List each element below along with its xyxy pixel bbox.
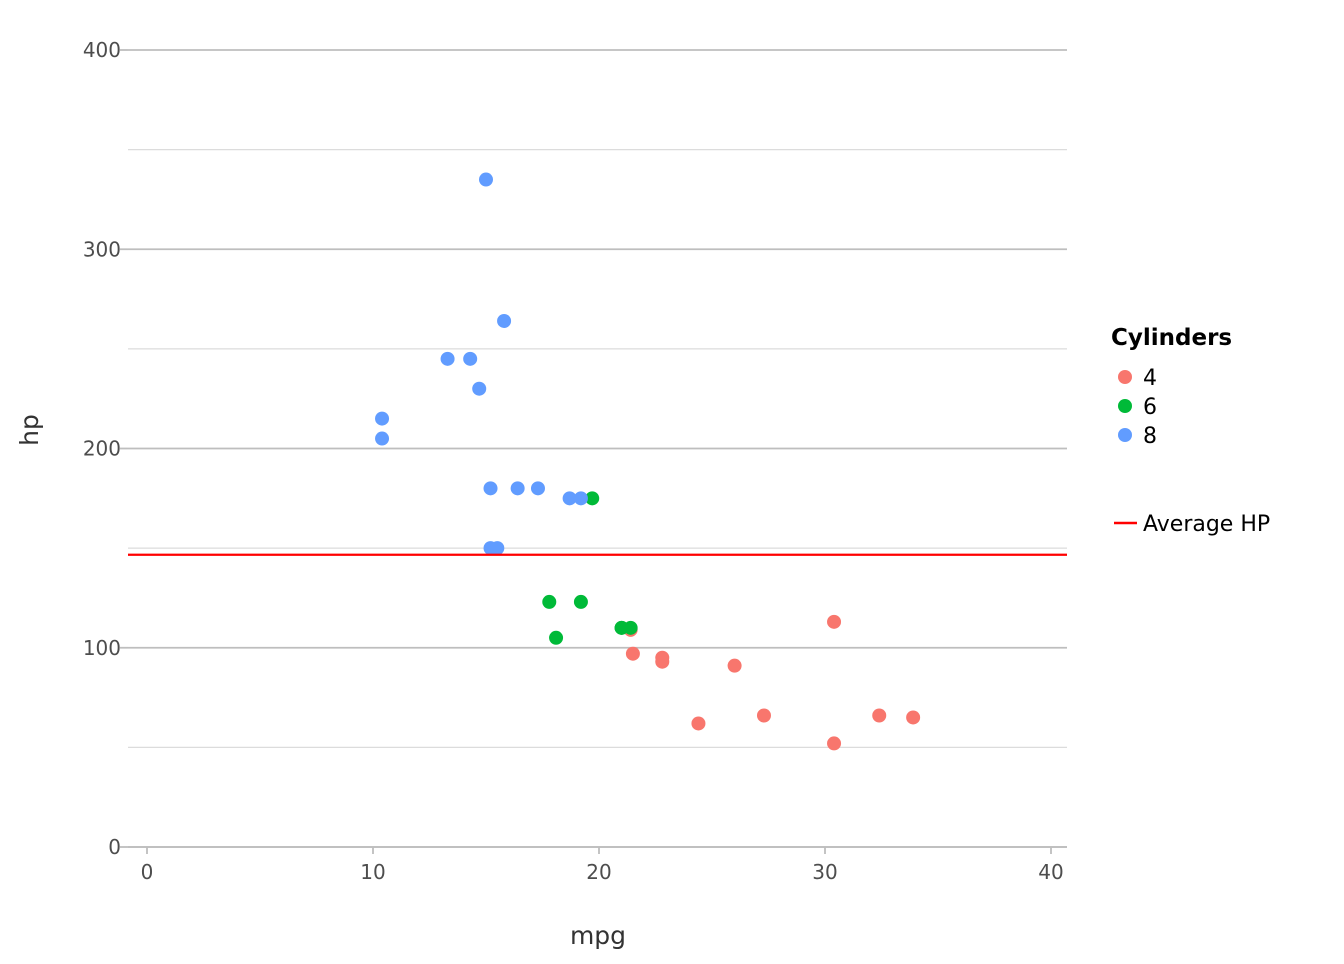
y-tick-label: 200 xyxy=(83,437,121,461)
data-point-cyl-6 xyxy=(549,630,564,645)
legend-label-average-hp: Average HP xyxy=(1143,512,1270,537)
legend-key-6 xyxy=(1118,399,1132,413)
data-point-cyl-4 xyxy=(906,710,921,725)
data-point-cyl-4 xyxy=(872,708,887,723)
data-point-cyl-4 xyxy=(756,708,771,723)
data-point-cyl-4 xyxy=(827,736,842,751)
legend-label-4: 4 xyxy=(1143,366,1157,391)
data-point-cyl-8 xyxy=(375,431,390,446)
data-point-cyl-8 xyxy=(483,481,498,496)
legend-label-8: 8 xyxy=(1143,424,1157,449)
legend: Cylinders 4 6 8 Average HP xyxy=(1111,325,1270,537)
data-point-cyl-6 xyxy=(542,594,557,609)
x-tick-label: 40 xyxy=(1038,860,1063,884)
y-axis-title: hp xyxy=(15,414,44,446)
data-point-cyl-6 xyxy=(623,620,638,635)
x-tick-label: 30 xyxy=(812,860,837,884)
data-point-cyl-8 xyxy=(573,491,588,506)
legend-title: Cylinders xyxy=(1111,325,1232,351)
data-point-cyl-8 xyxy=(483,541,498,556)
x-axis-title: mpg xyxy=(570,921,626,950)
data-point-cyl-8 xyxy=(463,351,478,366)
x-tick-label: 0 xyxy=(141,860,154,884)
y-tick-label: 300 xyxy=(83,237,121,261)
legend-key-4 xyxy=(1118,370,1132,384)
data-point-cyl-4 xyxy=(827,614,842,629)
data-point-cyl-8 xyxy=(440,351,455,366)
y-tick-label: 100 xyxy=(83,636,121,660)
data-point-cyl-4 xyxy=(625,646,640,661)
data-point-cyl-4 xyxy=(727,658,742,673)
y-tick-label: 400 xyxy=(83,38,121,62)
data-point-cyl-8 xyxy=(530,481,545,496)
x-tick-label: 10 xyxy=(360,860,385,884)
data-point-cyl-6 xyxy=(585,491,600,506)
data-point-cyl-8 xyxy=(375,411,390,426)
data-point-cyl-4 xyxy=(655,650,670,665)
data-point-cyl-8 xyxy=(472,381,487,396)
data-point-cyl-8 xyxy=(510,481,525,496)
data-point-cyl-6 xyxy=(573,594,588,609)
legend-label-6: 6 xyxy=(1143,395,1157,420)
data-point-cyl-8 xyxy=(497,313,512,328)
legend-key-8 xyxy=(1118,428,1132,442)
data-point-cyl-8 xyxy=(479,172,493,187)
data-point-cyl-8 xyxy=(562,491,577,506)
y-tick-label: 0 xyxy=(108,835,121,859)
x-tick-label: 20 xyxy=(586,860,611,884)
data-point-cyl-4 xyxy=(691,716,706,731)
